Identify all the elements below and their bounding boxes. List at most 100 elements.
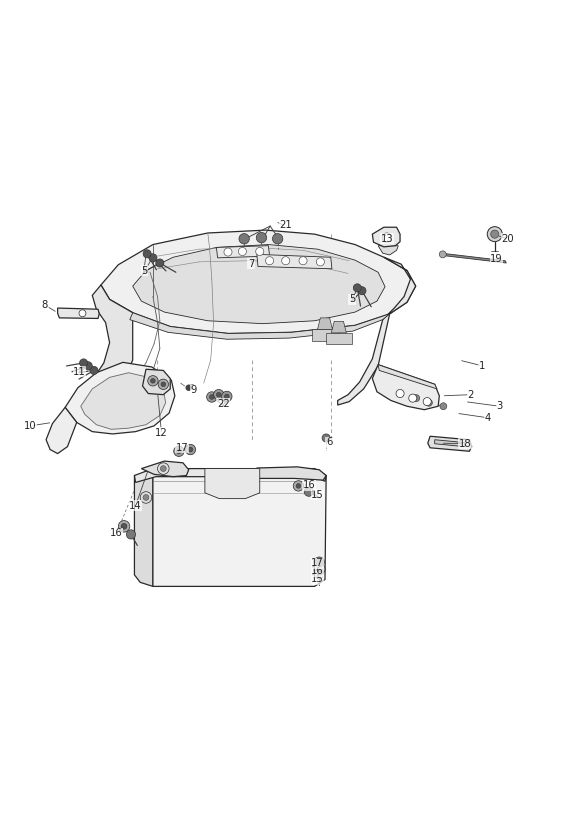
Polygon shape [373, 227, 400, 247]
Circle shape [299, 256, 307, 265]
Polygon shape [130, 312, 389, 339]
Circle shape [143, 250, 151, 258]
Polygon shape [216, 246, 269, 258]
Circle shape [121, 523, 127, 529]
Circle shape [185, 444, 196, 455]
Circle shape [149, 254, 157, 262]
Circle shape [265, 256, 273, 265]
Circle shape [143, 494, 149, 500]
Text: 8: 8 [42, 300, 48, 310]
Polygon shape [205, 469, 260, 499]
Circle shape [161, 382, 166, 386]
Circle shape [209, 395, 214, 400]
Circle shape [206, 391, 217, 402]
Circle shape [177, 449, 181, 453]
Polygon shape [326, 333, 352, 344]
Text: 12: 12 [155, 428, 168, 438]
Circle shape [358, 287, 366, 295]
Circle shape [84, 362, 92, 370]
Circle shape [317, 566, 322, 572]
Circle shape [188, 447, 193, 452]
Circle shape [315, 571, 323, 579]
Circle shape [118, 521, 130, 532]
Polygon shape [65, 363, 175, 434]
Text: 11: 11 [73, 367, 86, 377]
Text: 3: 3 [496, 401, 503, 411]
Circle shape [224, 248, 232, 256]
Circle shape [140, 492, 152, 503]
Text: 16: 16 [311, 566, 324, 576]
Circle shape [382, 233, 391, 242]
Polygon shape [135, 475, 153, 587]
Circle shape [322, 434, 330, 442]
Text: 2: 2 [468, 390, 474, 400]
Polygon shape [153, 475, 326, 587]
Circle shape [150, 378, 155, 383]
Circle shape [314, 564, 325, 575]
Polygon shape [257, 255, 332, 269]
Text: 20: 20 [502, 234, 514, 244]
Polygon shape [442, 253, 506, 263]
Circle shape [222, 391, 232, 401]
Text: 6: 6 [326, 437, 332, 447]
Text: 1: 1 [479, 361, 485, 371]
Text: 7: 7 [248, 259, 254, 269]
Polygon shape [428, 436, 472, 452]
Circle shape [304, 487, 314, 496]
Polygon shape [141, 461, 189, 476]
Circle shape [440, 250, 446, 258]
Circle shape [413, 395, 420, 401]
Polygon shape [133, 245, 385, 324]
Circle shape [409, 394, 417, 402]
Circle shape [213, 390, 224, 400]
Circle shape [79, 359, 87, 367]
Polygon shape [378, 246, 398, 255]
Circle shape [426, 400, 433, 406]
Text: 17: 17 [311, 559, 324, 569]
Circle shape [239, 233, 250, 244]
Circle shape [147, 376, 158, 386]
Text: 19: 19 [490, 254, 503, 264]
Text: 5: 5 [349, 294, 355, 304]
Circle shape [296, 484, 301, 489]
Circle shape [174, 446, 184, 456]
Circle shape [423, 397, 431, 405]
Circle shape [314, 557, 324, 568]
Polygon shape [312, 330, 338, 341]
Circle shape [440, 403, 447, 410]
Polygon shape [46, 407, 77, 453]
Circle shape [157, 463, 169, 475]
Text: 16: 16 [110, 528, 122, 538]
Polygon shape [373, 365, 440, 410]
Circle shape [353, 283, 361, 292]
Circle shape [216, 392, 221, 397]
Polygon shape [331, 321, 346, 333]
Circle shape [186, 385, 192, 391]
Polygon shape [142, 369, 170, 395]
Circle shape [293, 480, 304, 491]
Text: 14: 14 [129, 500, 142, 511]
Polygon shape [338, 257, 416, 405]
Circle shape [491, 230, 499, 238]
Circle shape [487, 227, 503, 241]
Polygon shape [58, 308, 99, 318]
Polygon shape [256, 467, 326, 480]
Circle shape [160, 466, 166, 471]
Polygon shape [135, 469, 326, 482]
Circle shape [90, 367, 98, 374]
Circle shape [158, 379, 168, 390]
Text: 15: 15 [311, 489, 324, 499]
Text: 21: 21 [279, 220, 292, 230]
Text: 10: 10 [24, 421, 37, 431]
Circle shape [257, 232, 266, 243]
Text: 18: 18 [458, 438, 471, 449]
Polygon shape [88, 285, 133, 409]
Circle shape [272, 233, 283, 244]
Circle shape [238, 247, 247, 255]
Circle shape [282, 256, 290, 265]
Polygon shape [435, 440, 465, 447]
Circle shape [156, 259, 164, 267]
Text: 17: 17 [175, 442, 188, 453]
Polygon shape [318, 318, 332, 330]
Text: 16: 16 [303, 480, 315, 490]
